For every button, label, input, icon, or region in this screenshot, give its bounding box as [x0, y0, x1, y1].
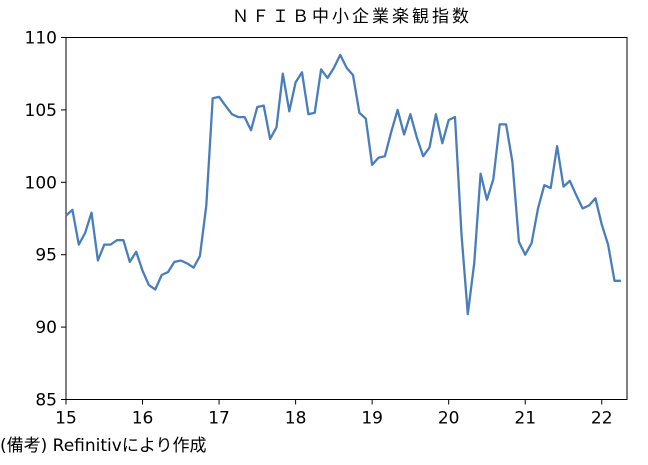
source-caption: (備考) Refinitivにより作成	[0, 436, 207, 456]
y-tick-label: 105	[25, 101, 57, 121]
x-tick-label: 19	[361, 409, 383, 429]
series-layer	[65, 53, 621, 316]
y-tick-label: 95	[35, 246, 57, 266]
x-tick-label: 21	[514, 409, 536, 429]
x-tick-label: 15	[55, 409, 77, 429]
x-tick-label: 22	[591, 409, 613, 429]
plot-frame	[65, 37, 628, 400]
x-tick-label: 20	[438, 409, 460, 429]
x-tick-label: 18	[285, 409, 307, 429]
x-axis: 15 16 17 18 19 20 21 22	[55, 399, 613, 429]
line-chart: ＮＦＩＢ中小企業楽観指数 85 90 95 100 105 110 15 16 17 18 19 2…	[25, 7, 628, 429]
x-tick-label: 16	[132, 409, 154, 429]
chart-title: ＮＦＩＢ中小企業楽観指数	[232, 7, 472, 27]
y-tick-label: 85	[35, 391, 57, 411]
y-axis: 85 90 95 100 105 110	[25, 29, 66, 411]
y-tick-label: 110	[25, 29, 57, 49]
y-tick-label: 90	[35, 318, 57, 338]
x-tick-label: 17	[208, 409, 230, 429]
series-line-0	[65, 53, 621, 316]
y-tick-label: 100	[25, 173, 57, 193]
